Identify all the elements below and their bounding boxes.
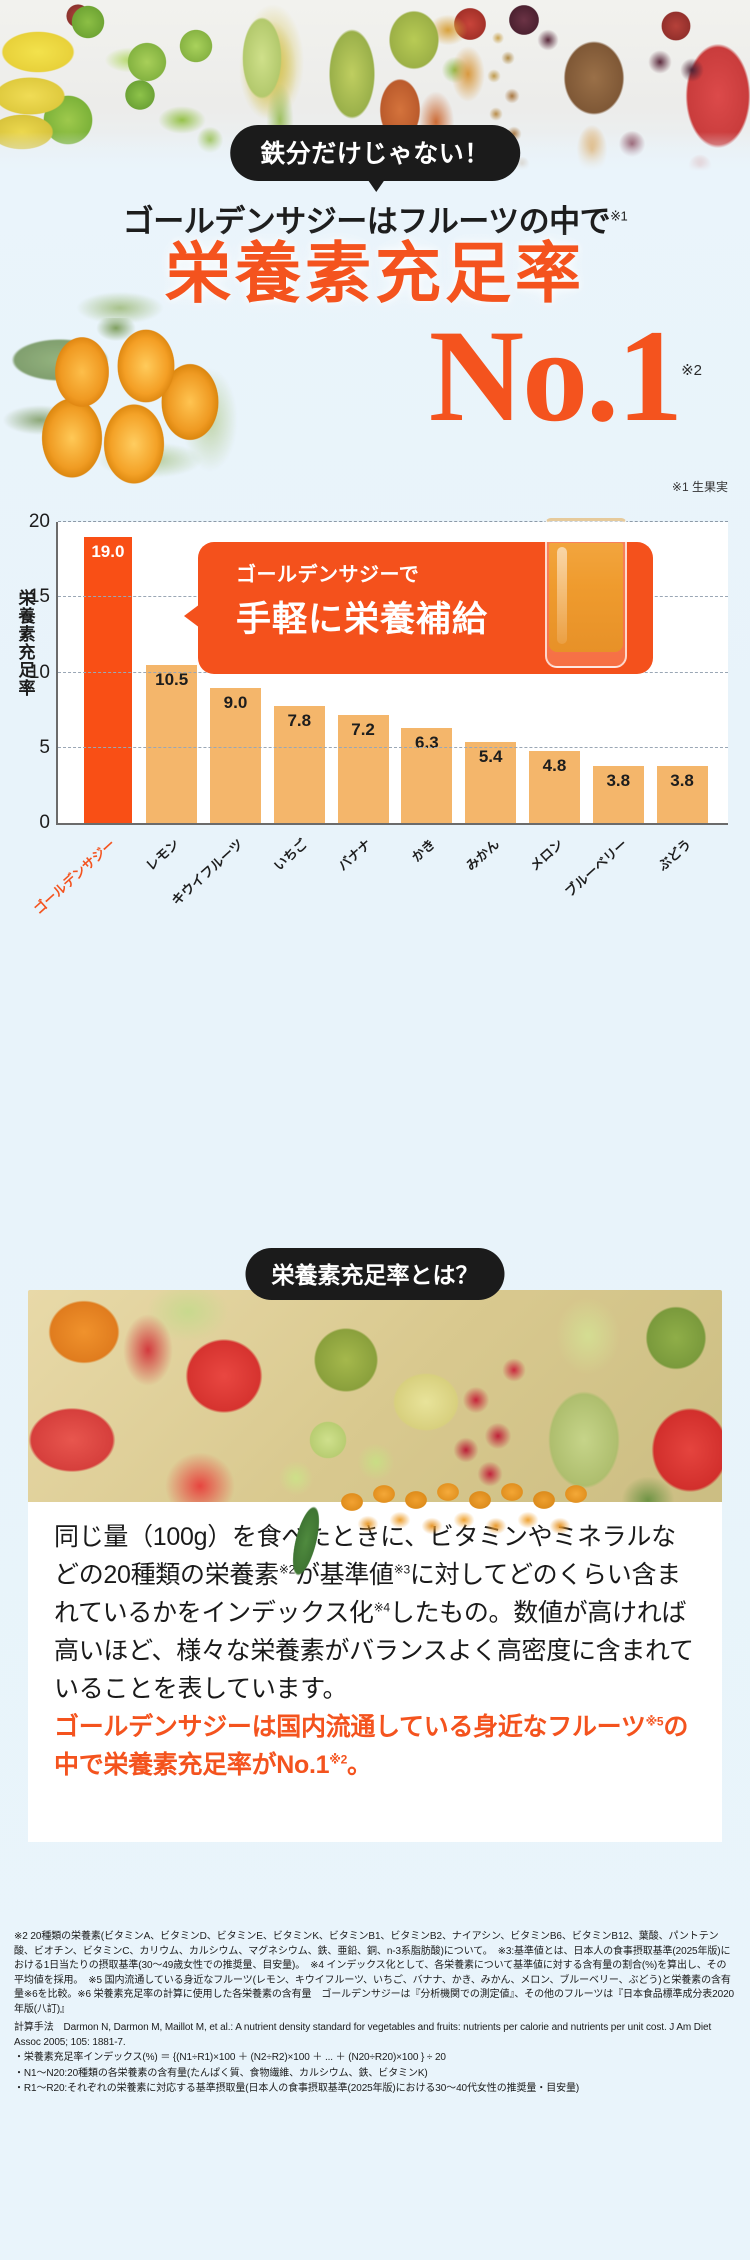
hero-subheadline: ゴールデンサジーはフルーツの中で※1 (0, 196, 750, 241)
chart-x-label-cell: いちご (266, 830, 330, 940)
explanation-p2-c: 。 (347, 1751, 372, 1779)
chart-y-tick-label: 15 (28, 586, 50, 608)
explanation-p1-sup3: ※4 (373, 1600, 390, 1615)
hero-section: ゴールデンサジーはフルーツの中で※1 栄養素充足率 No.1※2 ※1 生果実 (0, 178, 750, 518)
chart-bar-column: 7.2 (331, 522, 395, 823)
footnote-nutrients: ※2 20種類の栄養素(ビタミンA、ビタミンD、ビタミンE、ビタミンK、ビタミン… (14, 1931, 735, 2015)
chart-bar-column: 3.8 (586, 522, 650, 823)
chart-x-tick-label: メロン (527, 836, 567, 874)
headline-callout-badge: 鉄分だけじゃない！ (230, 125, 520, 192)
chart-bar-column: 7.8 (267, 522, 331, 823)
chart-bar: 4.8 (528, 750, 580, 823)
footnotes-block: ※2 20種類の栄養素(ビタミンA、ビタミンD、ビタミンE、ビタミンK、ビタミン… (0, 1930, 750, 2098)
chart-bar: 3.8 (592, 765, 644, 823)
chart-x-tick-label: かき (408, 836, 439, 865)
hero-rank-number: No.1※2 (429, 310, 702, 442)
chart-bar: 19.0 (84, 537, 132, 823)
chart-bar: 7.2 (337, 714, 389, 823)
chart-x-label-cell: キウイフルーツ (169, 830, 266, 940)
chart-bar: 10.5 (146, 664, 198, 823)
chart-bars: 19.0 10.5 9.0 7.8 7.2 6.3 5.4 4.8 3.8 3.8 (58, 522, 728, 823)
hero-headline: 栄養素充足率 (165, 236, 585, 310)
chart-gridline: 20 (29, 511, 728, 532)
chart-bar: 5.4 (465, 741, 517, 823)
chart-x-tick-label: ゴールデンサジー (30, 836, 119, 917)
explanation-p1-sup2: ※3 (393, 1562, 410, 1577)
chart-x-tick-label: ぶどう (655, 836, 695, 874)
chart-y-tick-label: 10 (28, 661, 50, 683)
chart-gridline: 5 (39, 737, 728, 758)
chart-bar: 7.8 (273, 705, 325, 823)
hero-rank-value: No.1 (428, 302, 683, 449)
footnote-formula: ・栄養素充足率インデックス(%) ＝ {(N1÷R1)×100 ＋ (N2÷R2… (14, 2052, 446, 2063)
explanation-p1-d: したもの。数値が高ければ高いほど、様々な栄養素がバランスよく高密度に含まれている… (54, 1599, 694, 1703)
hero-rank-footnote-marker: ※2 (681, 362, 702, 379)
chart-x-tick-label: いちご (271, 836, 311, 874)
chart-y-axis-title: 栄養素充足率 (18, 589, 36, 699)
chart-x-label-cell: ぶどう (650, 830, 714, 940)
chart-bar-value-label: 7.2 (351, 719, 375, 739)
seaberry-cluster-photo (30, 318, 280, 518)
chart-x-label-cell: バナナ (330, 830, 394, 940)
chart-bar-value-label: 4.8 (542, 755, 567, 775)
chart-annotation-line1: ゴールデンサジーで (236, 564, 420, 586)
chart-bar-column: 3.8 (650, 522, 714, 823)
footnote-n-definition: ・N1〜N20:20種類の各栄養素の含有量(たんぱく質、食物繊維、カルシウム、鉄… (14, 2067, 428, 2079)
chart-bar: 3.8 (656, 765, 708, 823)
footnote-r-definition: ・R1〜R20:それぞれの栄養素に対応する基準摂取量(日本人の食事摂取基準(20… (14, 2083, 580, 2094)
chart-x-label-cell: ブルーベリー (562, 830, 650, 940)
chart-bar: 9.0 (209, 687, 261, 823)
chart-annotation-bubble: ゴールデンサジーで 手軽に栄養補給 (184, 518, 653, 674)
juice-glass-icon (545, 518, 627, 668)
chart-bar-column: 5.4 (459, 522, 523, 823)
chart-x-tick-label: みかん (463, 836, 503, 874)
chart-bar: 6.3 (401, 728, 453, 823)
chart-bar-column: 19.0 (76, 522, 140, 823)
footnote-method-citation: 計算手法 Darmon N, Darmon M, Maillot M, et a… (14, 2022, 712, 2048)
chart-bar-value-label: 9.0 (223, 692, 248, 712)
explanation-p2-a: ゴールデンサジーは国内流通している身近なフルーツ (54, 1713, 646, 1741)
chart-bar-column: 4.8 (523, 522, 587, 823)
chart-bar-value-label: 3.8 (670, 770, 694, 790)
chart-x-label-cell: かき (394, 830, 458, 940)
chart-bar-value-label: 6.3 (415, 733, 439, 753)
chart-bar-value-label: 10.5 (155, 669, 189, 689)
explanation-p2-sup2: ※2 (329, 1752, 348, 1767)
mixed-fruit-photo (28, 1290, 722, 1516)
explanation-pill-badge: 栄養素充足率とは？ (245, 1248, 505, 1300)
chart-bar-value-label: 5.4 (478, 746, 503, 766)
chart-bar-value-label: 7.8 (287, 710, 312, 730)
chart-bar-column: 10.5 (140, 522, 204, 823)
explanation-highlight-paragraph: ゴールデンサジーは国内流通している身近なフルーツ※5の中で栄養素充足率がNo.1… (54, 1708, 696, 1784)
explanation-p2-b: の中で栄養素充足率がNo.1 (54, 1713, 689, 1779)
chart-x-tick-label: バナナ (335, 836, 375, 874)
hero-subheadline-footnote-marker: ※1 (610, 208, 628, 224)
chart-x-label-cell: みかん (458, 830, 522, 940)
explanation-p1-sup1: ※2 (278, 1562, 295, 1577)
chart-y-tick-label: 5 (39, 736, 50, 758)
chart-y-tick-label: 0 (39, 812, 50, 833)
chart-x-label-cell: ゴールデンサジー (31, 830, 138, 940)
explanation-p1-b: が基準値 (294, 1561, 394, 1589)
chart-bar-value-label: 3.8 (606, 770, 631, 790)
hero-subheadline-text: ゴールデンサジーはフルーツの中で (122, 204, 611, 239)
chart-x-tick-label: レモン (143, 836, 183, 874)
chart-x-axis-labels: ゴールデンサジー レモン キウイフルーツ いちご バナナ かき みかん メロン ブルーベリー ぶど… (31, 830, 728, 940)
chart-bar-column: 9.0 (204, 522, 268, 823)
chart-annotation-line2: 手軽に栄養補給 (236, 600, 489, 639)
hero-footnote: ※1 生果実 (671, 480, 728, 494)
explanation-p2-sup1: ※5 (645, 1714, 664, 1729)
explanation-text-card: 同じ量（100g）を食べたときに、ビタミンやミネラルなどの20種類の栄養素※2が… (28, 1502, 722, 1842)
explanation-paragraph: 同じ量（100g）を食べたときに、ビタミンやミネラルなどの20種類の栄養素※2が… (54, 1518, 696, 1708)
chart-bar-value-label: 19.0 (91, 542, 125, 562)
nutrient-index-bar-chart: 栄養素充足率 19.0 10.5 9.0 7.8 7.2 6.3 5.4 4.8 3.8 3.8 … (0, 511, 750, 1202)
